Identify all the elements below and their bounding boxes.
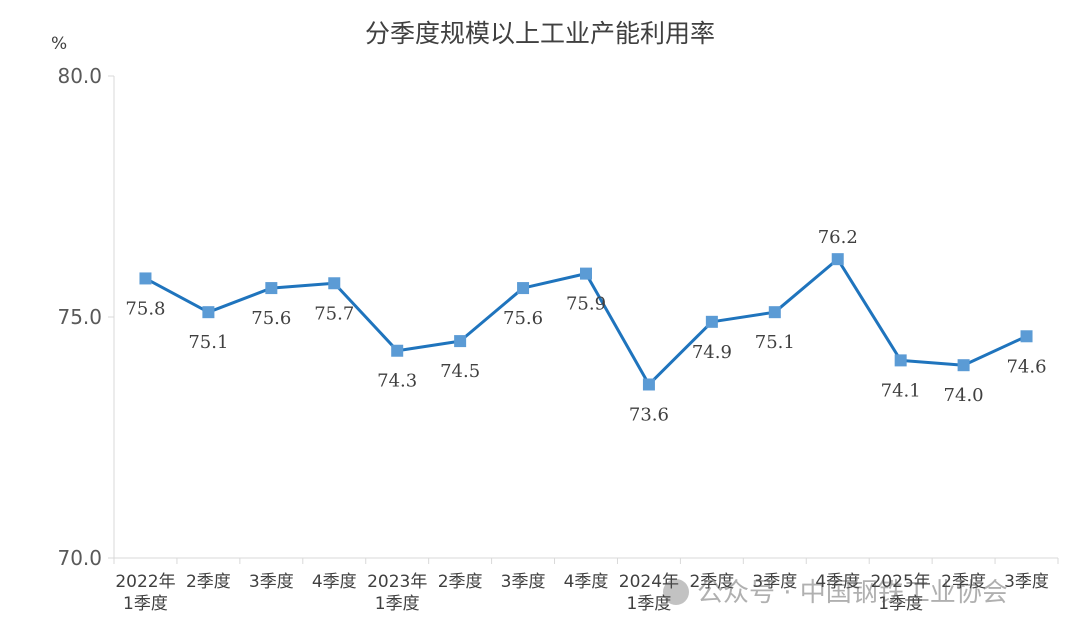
wechat-icon (663, 579, 689, 605)
data-label: 75.9 (566, 294, 606, 315)
data-label: 73.6 (629, 404, 669, 425)
y-tick-label: 80.0 (57, 64, 102, 88)
x-tick-label: 2季度 (186, 572, 231, 592)
data-label: 76.2 (818, 227, 858, 248)
data-label: 74.5 (440, 361, 480, 382)
x-tick-label-line: 4季度 (815, 572, 860, 592)
x-tick-label: 4季度 (564, 572, 609, 592)
data-point-marker (202, 306, 215, 319)
x-tick-label-line: 4季度 (312, 572, 357, 592)
x-tick-label-line: 3季度 (752, 572, 797, 592)
watermark: 公众号 · 中国钢铁工业协会 (663, 572, 1008, 609)
x-tick-label: 3季度 (501, 572, 546, 592)
data-point-marker (957, 359, 970, 372)
data-point-marker (454, 335, 467, 348)
data-point-marker (580, 267, 592, 280)
y-tick-label: 70.0 (57, 546, 102, 570)
data-labels: 75.8 75.1 75.6 75.7 74.3 74.5 75.6 75.9 73.6 74.9… (125, 227, 1046, 425)
x-tick-label-line: 1季度 (627, 594, 672, 614)
x-tick-label: 2022年 1季度 (115, 572, 175, 614)
data-label: 74.1 (881, 380, 921, 401)
data-label: 74.3 (377, 371, 417, 392)
data-point-marker (1020, 330, 1033, 343)
data-label: 74.9 (692, 342, 732, 363)
y-axis-unit-label: % (51, 34, 68, 54)
x-tick-label: 3季度 (1004, 572, 1049, 592)
data-label: 75.6 (251, 308, 291, 329)
x-tick-label-line: 2022年 (115, 572, 175, 592)
data-label: 74.0 (944, 385, 984, 406)
x-tick-label-line: 1季度 (123, 594, 168, 614)
data-point-marker (391, 344, 404, 357)
x-tick-label-line: 2季度 (438, 572, 483, 592)
data-point-marker (768, 306, 781, 319)
x-tick-label: 4季度 (312, 572, 357, 592)
x-tick-label: 3季度 (249, 572, 294, 592)
watermark-text: 公众号 · 中国钢铁工业协会 (697, 578, 1008, 608)
x-tick-label: 2023年 1季度 (367, 572, 427, 614)
chart-title: 分季度规模以上工业产能利用率 (364, 19, 715, 48)
x-tick-label-line: 2季度 (186, 572, 231, 592)
data-point-marker (831, 253, 844, 266)
data-point-marker (705, 315, 718, 328)
x-tick-label-line: 2季度 (689, 572, 734, 592)
x-tick-label: 2季度 (941, 572, 986, 592)
y-axis-ticks: 80.0 75.0 70.0 (57, 64, 114, 570)
x-tick-label-line: 2025年 (871, 572, 931, 592)
data-label: 75.7 (314, 303, 354, 324)
x-tick-label: 2季度 (438, 572, 483, 592)
x-tick-label: 4季度 (815, 572, 860, 592)
data-point-marker (517, 282, 530, 295)
x-tick-label-line: 4季度 (564, 572, 609, 592)
x-tick-label-line: 1季度 (375, 594, 420, 614)
x-tick-label: 2024年 1季度 (619, 572, 679, 614)
data-point-marker (642, 378, 655, 391)
data-point-marker (139, 272, 152, 285)
data-label: 75.1 (188, 332, 228, 353)
y-tick-label: 75.0 (57, 305, 102, 329)
x-tick-label-line: 2季度 (941, 572, 986, 592)
data-label: 75.8 (125, 298, 165, 319)
data-label: 74.6 (1006, 356, 1046, 377)
x-tick-label-line: 3季度 (1004, 572, 1049, 592)
x-tick-label-line: 2024年 (619, 572, 679, 592)
x-tick-label: 2025年 1季度 (871, 572, 931, 614)
data-point-marker (265, 282, 278, 295)
x-tick-label: 3季度 (752, 572, 797, 592)
x-tick-label-line: 2023年 (367, 572, 427, 592)
data-point-marker (894, 354, 907, 367)
data-point-marker (328, 277, 341, 290)
x-tick-label-line: 3季度 (249, 572, 294, 592)
x-tick-label-line: 1季度 (878, 594, 923, 614)
series-markers (139, 253, 1033, 391)
data-label: 75.6 (503, 308, 543, 329)
x-tick-label-line: 3季度 (501, 572, 546, 592)
data-label: 75.1 (755, 332, 795, 353)
x-tick-label: 2季度 (689, 572, 734, 592)
